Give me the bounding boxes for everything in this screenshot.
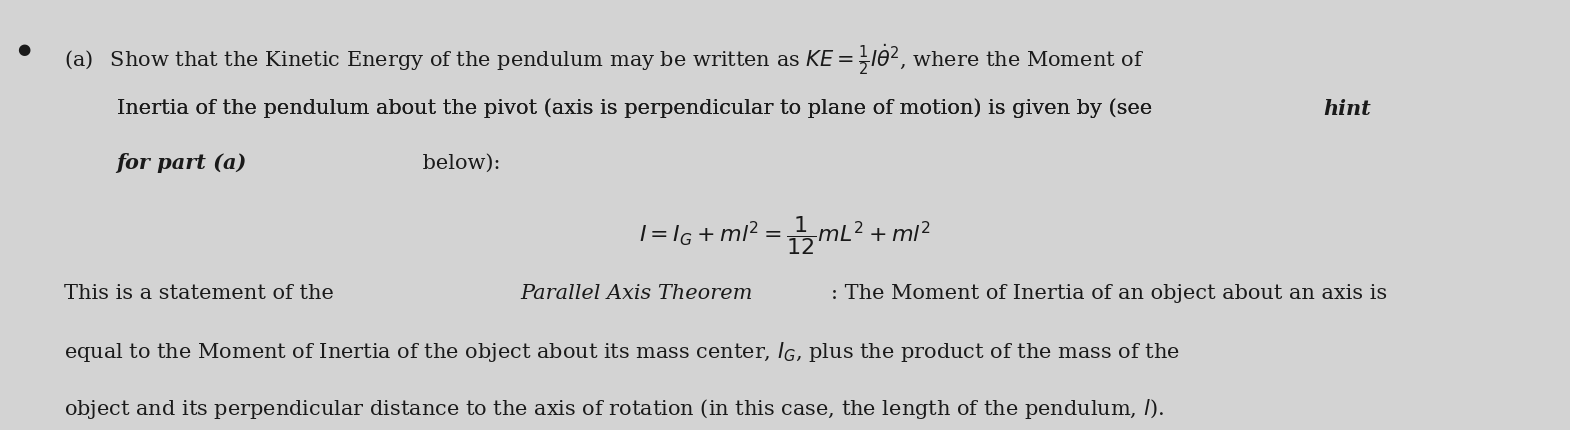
Text: Inertia of the pendulum about the pivot (axis is perpendicular to plane of motio: Inertia of the pendulum about the pivot … bbox=[116, 98, 1159, 118]
Text: equal to the Moment of Inertia of the object about its mass center, $I_G$, plus : equal to the Moment of Inertia of the ob… bbox=[63, 340, 1179, 363]
Text: $I = I_G + ml^2 = \dfrac{1}{12}mL^2 + ml^2$: $I = I_G + ml^2 = \dfrac{1}{12}mL^2 + ml… bbox=[639, 214, 931, 257]
Text: ●: ● bbox=[17, 42, 30, 57]
Text: for part (a): for part (a) bbox=[116, 153, 246, 173]
Text: Inertia of the pendulum about the pivot (axis is perpendicular to plane of motio: Inertia of the pendulum about the pivot … bbox=[116, 98, 1159, 118]
Text: : The Moment of Inertia of an object about an axis is: : The Moment of Inertia of an object abo… bbox=[831, 283, 1386, 302]
Text: below):: below): bbox=[416, 153, 501, 172]
Text: This is a statement of the: This is a statement of the bbox=[63, 283, 341, 302]
Text: object and its perpendicular distance to the axis of rotation (in this case, the: object and its perpendicular distance to… bbox=[63, 396, 1163, 420]
Text: hint: hint bbox=[1324, 98, 1371, 118]
Text: Parallel Axis Theorem: Parallel Axis Theorem bbox=[520, 283, 752, 302]
Text: (a)  Show that the Kinetic Energy of the pendulum may be written as $KE = \frac{: (a) Show that the Kinetic Energy of the … bbox=[63, 42, 1143, 77]
